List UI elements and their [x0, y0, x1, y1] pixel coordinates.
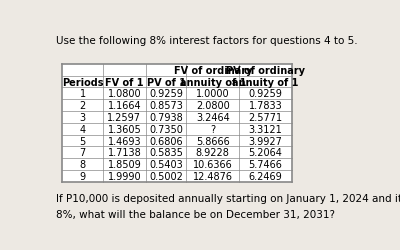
Text: 8.9228: 8.9228 — [196, 148, 230, 158]
Text: 9: 9 — [80, 171, 86, 181]
Text: If P10,000 is deposited annually starting on January 1, 2024 and it earns: If P10,000 is deposited annually startin… — [56, 194, 400, 203]
Text: annuity of 1: annuity of 1 — [180, 77, 246, 87]
Text: 2: 2 — [80, 101, 86, 111]
Text: 1.7138: 1.7138 — [108, 148, 141, 158]
Text: annuity of 1: annuity of 1 — [232, 77, 299, 87]
Text: 0.7938: 0.7938 — [149, 112, 183, 122]
Text: 0.5403: 0.5403 — [149, 160, 183, 170]
Text: 0.9259: 0.9259 — [248, 89, 282, 99]
Text: 0.6806: 0.6806 — [150, 136, 183, 146]
Text: 3: 3 — [80, 112, 86, 122]
Text: 2.0800: 2.0800 — [196, 101, 230, 111]
Text: 2.5771: 2.5771 — [248, 112, 282, 122]
Text: 1.1664: 1.1664 — [108, 101, 141, 111]
Text: 1.9990: 1.9990 — [108, 171, 141, 181]
Text: 3.2464: 3.2464 — [196, 112, 230, 122]
Text: 0.8573: 0.8573 — [149, 101, 183, 111]
Text: 5: 5 — [80, 136, 86, 146]
Text: ?: ? — [210, 124, 215, 134]
Text: 0.7350: 0.7350 — [149, 124, 183, 134]
Text: 1.4693: 1.4693 — [108, 136, 141, 146]
Text: 10.6366: 10.6366 — [193, 160, 233, 170]
Text: 8: 8 — [80, 160, 86, 170]
Text: 1.2597: 1.2597 — [108, 112, 142, 122]
Text: 8%, what will the balance be on December 31, 2031?: 8%, what will the balance be on December… — [56, 209, 335, 219]
Text: 0.5835: 0.5835 — [149, 148, 183, 158]
Text: 1.0000: 1.0000 — [196, 89, 230, 99]
Text: 5.2064: 5.2064 — [248, 148, 282, 158]
Text: 1.3605: 1.3605 — [108, 124, 141, 134]
Text: Periods: Periods — [62, 77, 103, 87]
Text: PV of 1: PV of 1 — [147, 77, 186, 87]
Text: Use the following 8% interest factors for questions 4 to 5.: Use the following 8% interest factors fo… — [56, 36, 358, 46]
Text: 5.7466: 5.7466 — [248, 160, 282, 170]
Text: 0.9259: 0.9259 — [149, 89, 183, 99]
Text: 12.4876: 12.4876 — [193, 171, 233, 181]
Text: 6.2469: 6.2469 — [248, 171, 282, 181]
Text: FV of 1: FV of 1 — [105, 77, 144, 87]
Text: 7: 7 — [80, 148, 86, 158]
Text: 4: 4 — [80, 124, 86, 134]
Text: PV of ordinary: PV of ordinary — [226, 66, 305, 76]
Text: FV of ordinary: FV of ordinary — [174, 66, 252, 76]
Text: 1.0800: 1.0800 — [108, 89, 141, 99]
Text: 3.9927: 3.9927 — [248, 136, 282, 146]
Text: 1: 1 — [80, 89, 86, 99]
Text: 1.8509: 1.8509 — [108, 160, 141, 170]
Text: 3.3121: 3.3121 — [248, 124, 282, 134]
Text: 1.7833: 1.7833 — [248, 101, 282, 111]
Text: 5.8666: 5.8666 — [196, 136, 230, 146]
Text: 0.5002: 0.5002 — [149, 171, 183, 181]
